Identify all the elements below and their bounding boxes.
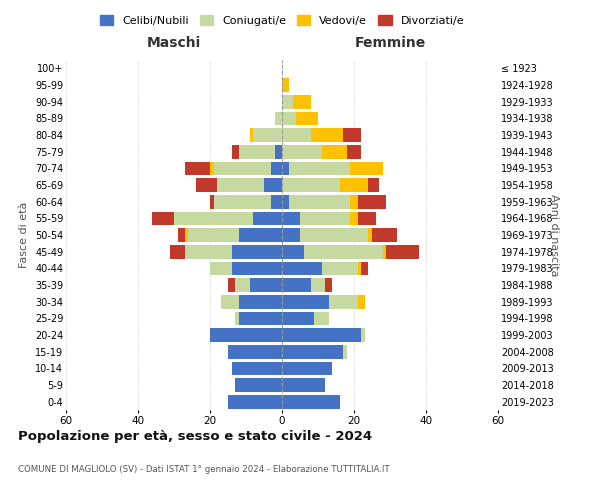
Bar — [217, 178, 264, 192]
Bar — [232, 362, 282, 375]
Bar — [282, 395, 340, 408]
Bar — [185, 228, 188, 242]
Bar — [350, 162, 383, 175]
Bar — [178, 228, 185, 242]
Bar — [235, 278, 250, 292]
Bar — [282, 362, 332, 375]
Bar — [296, 112, 318, 125]
Bar — [210, 162, 214, 175]
Bar — [221, 295, 239, 308]
Bar — [350, 195, 358, 208]
Bar — [152, 212, 174, 225]
Bar — [232, 145, 239, 158]
Bar — [264, 178, 282, 192]
Bar — [282, 345, 343, 358]
Bar — [188, 228, 239, 242]
Bar — [239, 145, 275, 158]
Bar — [214, 195, 271, 208]
Bar — [282, 162, 289, 175]
Bar — [311, 128, 343, 142]
Bar — [239, 228, 282, 242]
Bar — [235, 378, 282, 392]
Bar — [347, 145, 361, 158]
Bar — [372, 228, 397, 242]
Bar — [343, 345, 347, 358]
Bar — [340, 178, 368, 192]
Bar — [358, 295, 365, 308]
Bar — [358, 212, 376, 225]
Bar — [282, 262, 322, 275]
Bar — [289, 195, 350, 208]
Bar — [250, 278, 282, 292]
Bar — [282, 212, 300, 225]
Text: Femmine: Femmine — [355, 36, 425, 50]
Y-axis label: Anni di nascita: Anni di nascita — [549, 194, 559, 276]
Bar — [239, 312, 282, 325]
Bar — [232, 245, 282, 258]
Bar — [275, 145, 282, 158]
Bar — [228, 345, 282, 358]
Bar — [314, 312, 329, 325]
Bar — [228, 395, 282, 408]
Bar — [282, 128, 311, 142]
Bar — [282, 228, 300, 242]
Bar — [271, 195, 282, 208]
Bar — [304, 245, 383, 258]
Bar — [289, 162, 350, 175]
Bar — [185, 162, 210, 175]
Bar — [282, 112, 296, 125]
Bar — [282, 378, 325, 392]
Y-axis label: Fasce di età: Fasce di età — [19, 202, 29, 268]
Bar — [232, 262, 282, 275]
Text: Popolazione per età, sesso e stato civile - 2024: Popolazione per età, sesso e stato civil… — [18, 430, 372, 443]
Bar — [325, 278, 332, 292]
Bar — [361, 262, 368, 275]
Bar — [250, 128, 253, 142]
Bar — [253, 212, 282, 225]
Bar — [282, 278, 311, 292]
Bar — [368, 228, 372, 242]
Bar — [282, 328, 361, 342]
Bar — [322, 145, 347, 158]
Bar — [282, 195, 289, 208]
Bar — [275, 112, 282, 125]
Bar — [293, 95, 311, 108]
Bar — [358, 262, 361, 275]
Text: COMUNE DI MAGLIOLO (SV) - Dati ISTAT 1° gennaio 2024 - Elaborazione TUTTITALIA.I: COMUNE DI MAGLIOLO (SV) - Dati ISTAT 1° … — [18, 465, 389, 474]
Bar — [253, 128, 282, 142]
Bar — [282, 245, 304, 258]
Bar — [386, 245, 419, 258]
Bar — [170, 245, 185, 258]
Bar — [239, 295, 282, 308]
Bar — [383, 245, 386, 258]
Bar — [271, 162, 282, 175]
Bar — [343, 128, 361, 142]
Bar — [282, 295, 329, 308]
Bar — [235, 312, 239, 325]
Bar — [210, 262, 232, 275]
Bar — [361, 328, 365, 342]
Bar — [368, 178, 379, 192]
Bar — [282, 95, 293, 108]
Bar — [311, 278, 325, 292]
Bar — [228, 278, 235, 292]
Bar — [322, 262, 358, 275]
Bar — [300, 212, 350, 225]
Bar — [196, 178, 217, 192]
Bar — [214, 162, 271, 175]
Bar — [300, 228, 368, 242]
Bar — [210, 195, 214, 208]
Bar — [210, 328, 282, 342]
Bar — [282, 312, 314, 325]
Legend: Celibi/Nubili, Coniugati/e, Vedovi/e, Divorziati/e: Celibi/Nubili, Coniugati/e, Vedovi/e, Di… — [95, 10, 469, 30]
Bar — [329, 295, 358, 308]
Bar — [282, 178, 340, 192]
Bar — [174, 212, 253, 225]
Bar — [282, 145, 322, 158]
Bar — [185, 245, 232, 258]
Text: Maschi: Maschi — [147, 36, 201, 50]
Bar — [358, 195, 386, 208]
Bar — [350, 212, 358, 225]
Bar — [282, 78, 289, 92]
